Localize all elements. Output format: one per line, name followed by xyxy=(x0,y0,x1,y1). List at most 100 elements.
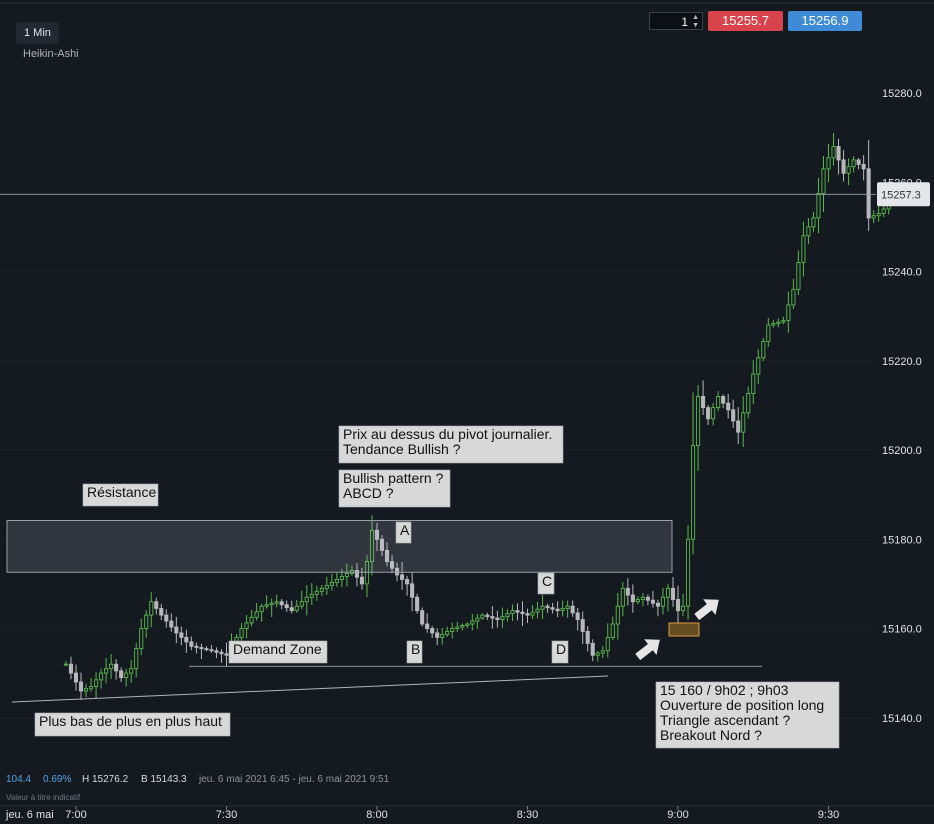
demand-zone-label-box xyxy=(228,640,328,664)
time-tick-label: 8:00 xyxy=(366,809,387,821)
pattern-annotation-line: Bullish pattern ? xyxy=(343,470,444,486)
candle-body xyxy=(625,587,630,596)
candle-body xyxy=(395,567,400,576)
buy-button[interactable]: 15256.9 xyxy=(788,11,862,31)
time-axis[interactable]: jeu. 6 mai 7:00 7:30 8:00 8:30 9:00 9:30 xyxy=(0,805,934,821)
candle-body xyxy=(279,601,284,606)
candle-body xyxy=(455,626,460,629)
change-percent: 0.69% xyxy=(43,774,72,785)
candle-body xyxy=(374,529,380,540)
candle-body xyxy=(741,412,746,433)
candle-body xyxy=(796,262,801,290)
candle-body xyxy=(73,672,79,683)
higher-lows-label: Plus bas de plus en plus haut xyxy=(34,712,231,737)
candle-body xyxy=(856,159,861,165)
candle-body xyxy=(314,590,319,595)
candle-body xyxy=(204,648,209,651)
candle-body xyxy=(505,613,510,618)
demand-zone-label-line: Demand Zone xyxy=(233,641,322,657)
candle-body xyxy=(209,649,214,652)
candle-body xyxy=(174,626,179,634)
candle-body xyxy=(670,587,676,600)
candle-body xyxy=(179,632,184,638)
candle-body xyxy=(560,607,565,612)
candle-body xyxy=(831,146,836,159)
quantity-input[interactable]: 1 ▲ ▼ xyxy=(649,12,703,30)
candle-body xyxy=(164,614,169,622)
candle-body xyxy=(83,688,89,692)
candle-body xyxy=(640,596,645,600)
candle-body xyxy=(771,323,776,326)
point-c-label-box xyxy=(537,572,555,595)
candle-body xyxy=(119,670,124,679)
candle-body xyxy=(440,634,445,638)
candle-body xyxy=(109,663,114,670)
entry-annotation-line: 15 160 / 9h02 ; 9h03 xyxy=(660,682,789,698)
resistance-label: Résistance xyxy=(82,483,159,507)
candle-body xyxy=(154,601,159,609)
time-tick-label: 9:30 xyxy=(818,809,839,821)
candle-body xyxy=(525,613,530,616)
candle-body xyxy=(605,636,610,652)
candle-body xyxy=(706,407,711,420)
candle-body xyxy=(635,599,640,603)
pattern-annotation-box xyxy=(338,469,451,508)
current-price-label: 15257.3 xyxy=(881,189,921,201)
candle-body xyxy=(415,596,420,612)
candle-body xyxy=(214,650,219,653)
time-range: jeu. 6 mai 2021 6:45 - jeu. 6 mai 2021 9… xyxy=(199,774,390,785)
candle-body xyxy=(354,570,359,578)
candle-body xyxy=(776,321,781,325)
point-d-label-box xyxy=(551,640,569,664)
sell-button[interactable]: 15255.7 xyxy=(708,11,783,31)
candle-body xyxy=(294,605,299,612)
entry-marker[interactable] xyxy=(668,622,700,637)
candle-body xyxy=(580,619,585,632)
chart-type-label: Heikin-Ashi xyxy=(23,48,79,60)
annotations: Prix au dessus du pivot journalier.Tenda… xyxy=(34,425,840,749)
candle-body xyxy=(595,652,600,656)
candle-body xyxy=(535,608,540,613)
quantity-value: 1 xyxy=(681,15,688,29)
candle-body xyxy=(485,614,490,618)
candle-body xyxy=(199,647,204,650)
candle-body xyxy=(731,409,736,422)
candle-body xyxy=(219,651,224,655)
candle-body xyxy=(871,215,876,219)
price-tick-label: 15200.0 xyxy=(882,445,922,457)
candle-body xyxy=(184,636,189,643)
pivot-annotation-box xyxy=(338,425,564,464)
candle-body xyxy=(445,631,450,635)
candle-body xyxy=(359,576,365,585)
entry-annotation-box xyxy=(655,681,840,749)
candle-body xyxy=(139,628,144,650)
resistance-zone[interactable] xyxy=(6,520,673,573)
candle-body xyxy=(194,645,199,648)
rising-lows-trendline[interactable] xyxy=(11,675,609,703)
candle-body xyxy=(545,605,550,609)
price-axis[interactable]: 15140.0 15160.0 15180.0 15200.0 15220.0 15240… xyxy=(877,88,930,725)
candle-body xyxy=(751,373,756,394)
candle-body xyxy=(645,596,650,601)
price-tick-label: 15180.0 xyxy=(882,534,922,546)
pivot-annotation-line: Prix au dessus du pivot journalier. xyxy=(343,426,552,442)
low-value: B 15143.3 xyxy=(141,774,187,785)
candle-body xyxy=(284,604,289,609)
candle-body xyxy=(866,168,871,219)
candle-body xyxy=(495,617,500,621)
candle-body xyxy=(816,192,821,219)
entry-annotation-line: Ouverture de position long xyxy=(660,697,824,713)
point-d-label-line: D xyxy=(556,641,566,657)
timeframe-button[interactable]: 1 Min xyxy=(16,22,59,44)
candle-body xyxy=(490,616,495,619)
candle-body xyxy=(124,672,129,679)
entry-annotation-line: Triangle ascendant ? xyxy=(660,712,790,728)
disclaimer: Valeur à titre indicatif xyxy=(6,793,81,802)
candle-body xyxy=(390,561,395,569)
resistance-label-line: Résistance xyxy=(87,484,156,500)
quantity-stepper-icon[interactable]: ▲ ▼ xyxy=(692,14,699,29)
candle-body xyxy=(369,529,375,563)
candle-body xyxy=(736,420,741,433)
